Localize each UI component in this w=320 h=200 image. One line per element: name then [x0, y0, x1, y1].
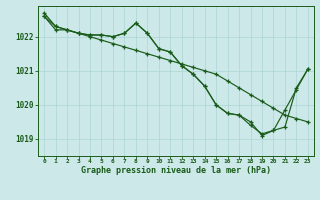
- X-axis label: Graphe pression niveau de la mer (hPa): Graphe pression niveau de la mer (hPa): [81, 166, 271, 175]
